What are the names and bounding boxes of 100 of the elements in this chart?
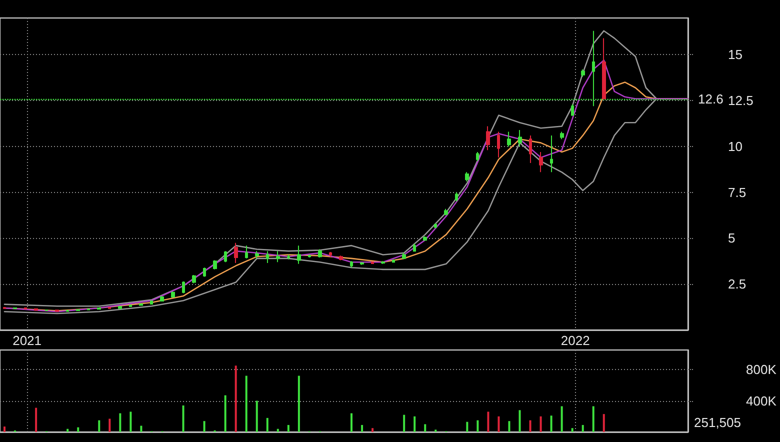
bar [119,413,122,432]
bar [140,426,142,432]
candlestick [76,308,80,312]
candlestick [402,252,406,259]
bar [466,422,468,432]
candlestick [444,208,448,216]
bar [4,426,6,432]
candlestick [602,38,606,100]
candlestick [297,245,301,264]
bar [98,420,100,432]
candlestick [539,151,543,173]
x-tick-label: 2022 [560,333,590,348]
bar [276,428,279,432]
bar [529,420,532,432]
candlestick [381,260,385,264]
candlestick [413,243,416,252]
ref-line-label: 12.6 [698,91,724,106]
y-tick-label: 15 [728,47,742,62]
candlestick [518,129,522,147]
candlestick [108,306,111,310]
bar [560,406,563,432]
y-tick-label: 400K [746,393,777,408]
candlestick [360,262,364,266]
bar [571,428,574,432]
candlestick [245,245,248,259]
candlestick [139,302,143,306]
bar [518,410,521,432]
candlestick [24,307,27,310]
y-tick-label: 800K [746,362,777,378]
candlestick [560,131,564,140]
candlestick [550,134,553,173]
candlestick [486,126,490,151]
candlestick [234,242,238,264]
candlestick [192,274,196,284]
bar [476,420,479,432]
bar [424,424,426,432]
bar [487,412,490,432]
bar [372,428,374,432]
bar [350,413,353,432]
candlestick [423,236,427,241]
candlestick [318,248,322,258]
candlestick [266,250,269,264]
candlestick [182,280,185,294]
candlestick [213,260,217,270]
bar [361,424,364,432]
candlestick [3,306,6,310]
candlestick [465,172,469,182]
candlestick [255,250,259,259]
bar [203,421,206,432]
candlestick [171,290,175,298]
bar [582,424,584,432]
y-tick-label: 12.5 [728,93,754,108]
y-tick-label: 5 [728,230,736,246]
bar [66,428,69,432]
bar [256,400,258,432]
candlestick [276,250,280,263]
y-tick-label: 2.5 [728,276,746,292]
bar [498,416,500,432]
bar [602,414,605,432]
candlestick [203,267,206,278]
candlestick [455,192,458,202]
bar [77,427,80,432]
y-tick-label: 7.5 [728,184,746,200]
candlestick [66,310,69,312]
candlestick [118,306,122,310]
candlestick [476,151,479,162]
bar [234,366,237,432]
bar [550,416,552,432]
bar [508,421,510,432]
bar [224,395,226,432]
candlestick [224,250,227,263]
bar [592,406,594,432]
bar [130,412,132,432]
text: 251,505 [694,415,741,430]
candlestick [34,308,38,312]
candlestick [392,258,395,263]
bar [108,418,111,432]
candlestick [371,261,374,264]
bar [35,408,38,432]
candlestick [55,310,59,312]
candlestick [339,255,343,261]
x-tick-label: 2021 [12,333,42,348]
candlestick [287,254,290,260]
bar [414,416,416,432]
bar [182,405,184,432]
candlestick [350,260,353,268]
candlestick [507,131,511,147]
candlestick [97,307,101,310]
bar [245,376,248,432]
bar [287,424,290,432]
candlestick [87,308,90,311]
candlestick [497,131,500,158]
candlestick [581,68,585,78]
bar [266,418,268,432]
y-tick-label: 10 [728,138,742,154]
candlestick [308,254,311,258]
bar [403,414,406,432]
bar [298,376,300,432]
bar [540,416,542,432]
candlestick [329,252,332,258]
